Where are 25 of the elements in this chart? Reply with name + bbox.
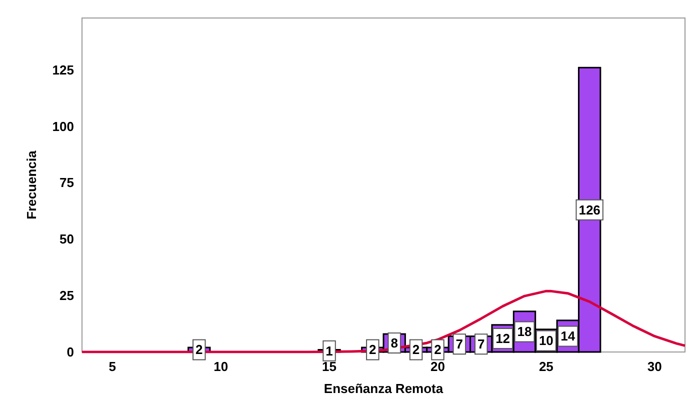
y-tick-label: 125 [52,62,74,78]
data-label: 8 [390,335,398,350]
data-label: 10 [538,333,554,348]
y-axis-title: Frecuencia [24,150,39,220]
data-label: 12 [496,330,510,346]
x-axis-title: Enseñanza Remota [324,381,444,396]
x-tick-label: 25 [538,359,554,374]
y-tick-label: 0 [66,344,74,360]
y-tick-label: 75 [60,175,74,190]
data-label: 2 [196,342,203,358]
data-label: 7 [456,336,464,352]
data-label: 7 [477,336,485,352]
y-tick-label: 25 [60,288,74,304]
x-tick-label: 30 [647,359,662,374]
x-tick-label: 10 [214,359,228,374]
x-tick-label: 20 [430,359,445,374]
data-label: 2 [412,342,420,358]
data-label: 14 [560,328,576,344]
y-tick-label: 100 [52,118,74,134]
x-tick-label: 15 [322,359,337,374]
data-label: 2 [434,342,442,358]
data-label: 126 [578,202,600,218]
x-tick-label: 5 [108,359,116,374]
y-tick-label: 50 [60,232,74,247]
data-label: 18 [517,324,532,340]
